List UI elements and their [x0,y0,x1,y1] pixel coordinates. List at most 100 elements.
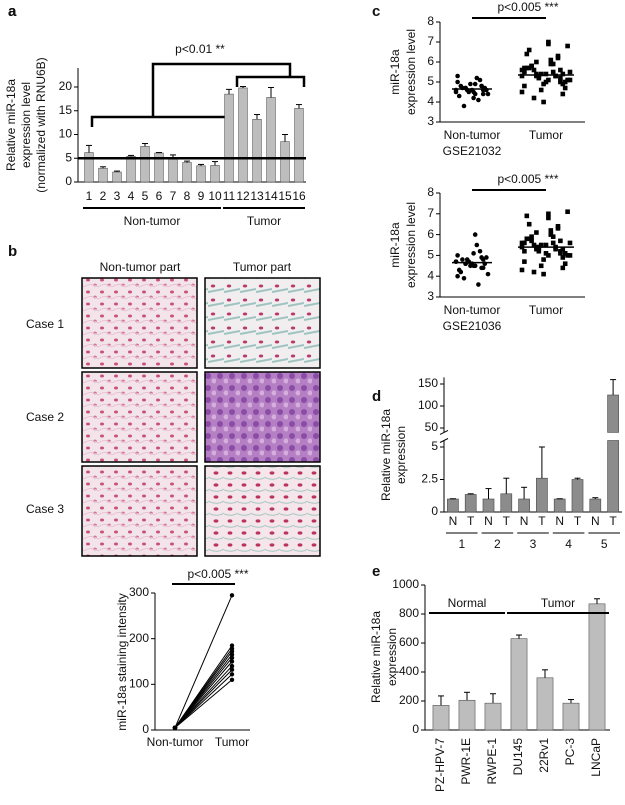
y-axis-label: miR-18a staining intensity [115,593,129,730]
point [229,663,235,669]
y-axis-label: Relative miR-18a [369,611,383,703]
point [550,240,556,246]
point [229,659,235,664]
bar [182,162,192,183]
bracket [90,115,233,127]
bar [280,141,290,183]
micrographs [81,277,321,557]
point [531,269,537,275]
point [455,273,460,279]
point [479,265,484,271]
y-tick-label: 5 [65,150,72,164]
point [543,242,549,248]
point [471,251,476,256]
bracket [151,62,292,117]
x-tick-label: DU145 [511,738,525,776]
point [560,71,566,77]
y-tick-label: 7 [427,34,434,48]
point [229,667,235,672]
y-tick-label: 3 [427,114,434,128]
bar [464,494,477,513]
point [229,643,235,648]
group-label: 5 [601,537,608,551]
point [526,221,532,227]
point [455,73,460,79]
bar [266,97,276,183]
x-tick-label: T [574,514,582,528]
point [529,63,534,69]
point [538,242,544,248]
point [560,246,566,252]
y-tick-label: 400 [399,664,419,678]
point [562,85,568,91]
point [485,271,491,277]
group-label: 1 [458,537,465,551]
x-tick-label: 5 [142,189,149,203]
y-tick-label: 200 [129,631,149,645]
y-tick-label: 15 [59,103,73,117]
x-tick-label: T [538,514,546,528]
x-tick-label: T [503,514,511,528]
point [541,99,546,105]
y-tick-label: 0 [142,722,149,736]
point [567,69,573,75]
point [524,236,530,242]
panel-letter: a [8,3,17,20]
point [476,97,481,103]
bar [447,498,459,513]
x-tick-label: 3 [114,189,121,203]
point [558,75,563,81]
y-tick-label: 800 [399,606,419,620]
pair-line [174,669,233,729]
pair-line [174,595,233,728]
point [536,73,542,79]
x-tick-label: PZ-HPV-7 [433,738,447,792]
group-label: Non-tumor [124,214,181,228]
bar [196,165,206,183]
y-axis-label: expression [394,426,408,484]
bracket [235,75,306,87]
bar [518,498,530,513]
micrograph [204,371,321,463]
bar [589,498,602,513]
y-tick-label: 1000 [392,577,419,591]
x-tick-label: RWPE-1 [485,738,499,785]
point [531,67,537,73]
x-tick-label: Non-tumor [444,303,501,317]
panel-letter: c [372,3,380,20]
point [534,71,539,77]
y-tick-label: 0 [412,722,419,736]
point [541,271,546,277]
pair-line [174,673,233,729]
y-tick-label: 5 [427,248,434,262]
point [567,77,573,83]
point [456,93,462,99]
point [546,253,551,258]
y-axis-label: Relative miR-18a [379,409,393,501]
bar [168,157,178,183]
x-tick-label: 12 [236,189,250,203]
x-tick-label: 1 [86,189,93,203]
point [519,267,525,273]
x-tick-label: 13 [250,189,264,203]
bar [510,638,528,731]
point [519,240,525,246]
x-tick-label: 8 [184,189,191,203]
point [455,79,460,85]
x-tick-label: N [591,514,600,528]
point [522,240,527,246]
point [562,251,568,256]
x-tick-label: N [449,514,458,528]
group-label: Tumor [541,596,575,610]
bar [607,440,619,513]
x-tick-label: 9 [198,189,205,203]
y-tick-label: 8 [427,14,434,28]
point [529,234,534,239]
bar [140,146,150,183]
x-tick-label: N [555,514,564,528]
x-tick-label: Non-tumor [147,735,204,749]
point [538,263,544,269]
point [534,59,539,65]
point [543,251,549,256]
x-tick-label: 11 [223,189,236,203]
